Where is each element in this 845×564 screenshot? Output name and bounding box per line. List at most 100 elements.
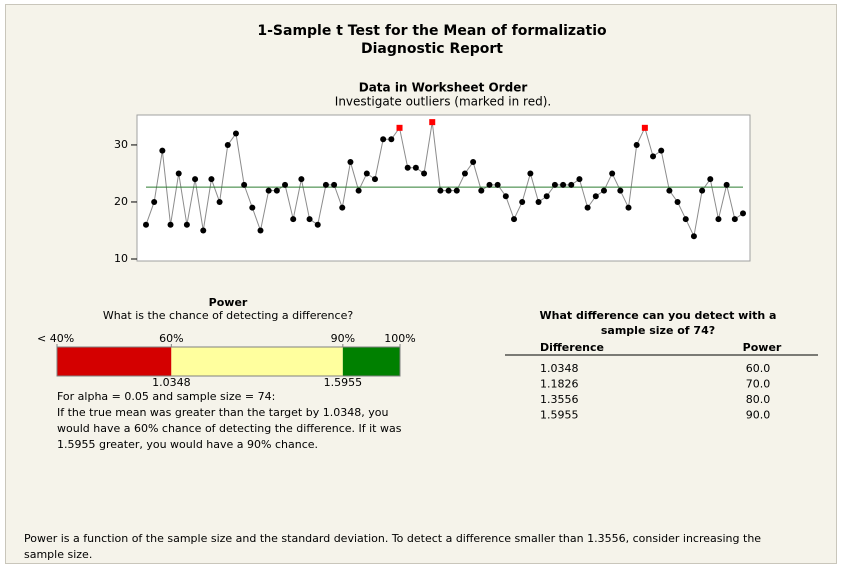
data-point [306, 216, 313, 223]
data-point [723, 181, 730, 188]
power-segment [342, 347, 400, 376]
table-cell: 1.1826 [540, 378, 579, 391]
power-tick-label: 90% [331, 332, 355, 345]
data-point [388, 136, 395, 143]
data-point [494, 181, 501, 188]
data-point [224, 141, 231, 148]
data-point [740, 210, 746, 217]
data-point [511, 216, 518, 223]
data-point [478, 187, 485, 194]
data-point [143, 221, 149, 228]
data-point [167, 221, 174, 228]
data-point [527, 170, 534, 177]
data-point [355, 187, 362, 194]
data-point [592, 193, 599, 200]
data-point [568, 181, 575, 188]
data-point [412, 164, 419, 171]
outlier-point [429, 119, 436, 126]
data-point [633, 141, 640, 148]
data-point [290, 216, 297, 223]
table-header: Power [743, 341, 782, 354]
power-title: Power [209, 296, 248, 309]
plot-area [136, 114, 751, 262]
power-question: What is the chance of detecting a differ… [103, 309, 354, 322]
report-title: 1-Sample t Test for the Mean of formaliz… [257, 23, 607, 39]
data-point [192, 176, 199, 183]
data-point [543, 193, 550, 200]
data-point [257, 227, 264, 234]
data-point [715, 216, 722, 223]
data-point [502, 193, 509, 200]
chart-title: Data in Worksheet Order [359, 81, 528, 95]
data-point [437, 187, 444, 194]
difference-label: 1.0348 [152, 376, 191, 389]
y-tick-label: 10 [114, 252, 128, 265]
table-header: Difference [540, 341, 604, 354]
data-point [331, 181, 338, 188]
data-point [486, 181, 493, 188]
data-point [200, 227, 207, 234]
power-segment [171, 347, 343, 376]
data-point [445, 187, 452, 194]
data-point [674, 198, 681, 205]
report-subtitle: Diagnostic Report [361, 41, 503, 57]
outlier-point [396, 124, 403, 131]
table-cell: 60.0 [746, 362, 771, 375]
data-point [453, 187, 460, 194]
table-cell: 1.0348 [540, 362, 579, 375]
data-point [650, 153, 657, 160]
data-point [699, 187, 706, 194]
footer-note: Power is a function of the sample size a… [24, 532, 762, 561]
data-point [208, 176, 215, 183]
data-point [551, 181, 558, 188]
power-segment [57, 347, 172, 376]
table-cell: 80.0 [746, 393, 771, 406]
power-note-heading: For alpha = 0.05 and sample size = 74: [57, 390, 276, 403]
data-point [690, 233, 697, 240]
data-point [151, 198, 158, 205]
data-point [363, 170, 370, 177]
report-frame [5, 4, 837, 564]
data-point [682, 216, 689, 223]
data-point [183, 221, 190, 228]
power-tick-label: < 40% [37, 332, 74, 345]
data-point [347, 159, 354, 166]
chart-subtitle: Investigate outliers (marked in red). [335, 95, 551, 109]
data-point [560, 181, 567, 188]
data-point [380, 136, 387, 143]
data-point [600, 187, 607, 194]
outlier-point [641, 124, 648, 131]
data-point [282, 181, 289, 188]
data-point [339, 204, 346, 211]
data-point [609, 170, 616, 177]
data-point [576, 176, 583, 183]
data-point [519, 198, 526, 205]
table-cell: 70.0 [746, 378, 771, 391]
data-point [249, 204, 256, 211]
data-point [273, 187, 280, 194]
data-point [461, 170, 468, 177]
difference-label: 1.5955 [324, 376, 363, 389]
data-point [371, 176, 378, 183]
data-point [617, 187, 624, 194]
data-point [421, 170, 428, 177]
data-point [404, 164, 411, 171]
data-point [625, 204, 632, 211]
data-point [584, 204, 591, 211]
data-point [241, 181, 248, 188]
data-point [175, 170, 182, 177]
data-point [216, 198, 223, 205]
data-point [666, 187, 673, 194]
table-title: What difference can you detect with a sa… [539, 309, 777, 337]
data-point [707, 176, 714, 183]
table-cell: 1.3556 [540, 393, 579, 406]
data-point [298, 176, 305, 183]
power-note: If the true mean was greater than the ta… [57, 406, 402, 451]
power-tick-label: 100% [384, 332, 415, 345]
power-bar-border [56, 346, 401, 377]
data-point [731, 216, 738, 223]
table-cell: 90.0 [746, 409, 771, 422]
data-point [470, 159, 477, 166]
